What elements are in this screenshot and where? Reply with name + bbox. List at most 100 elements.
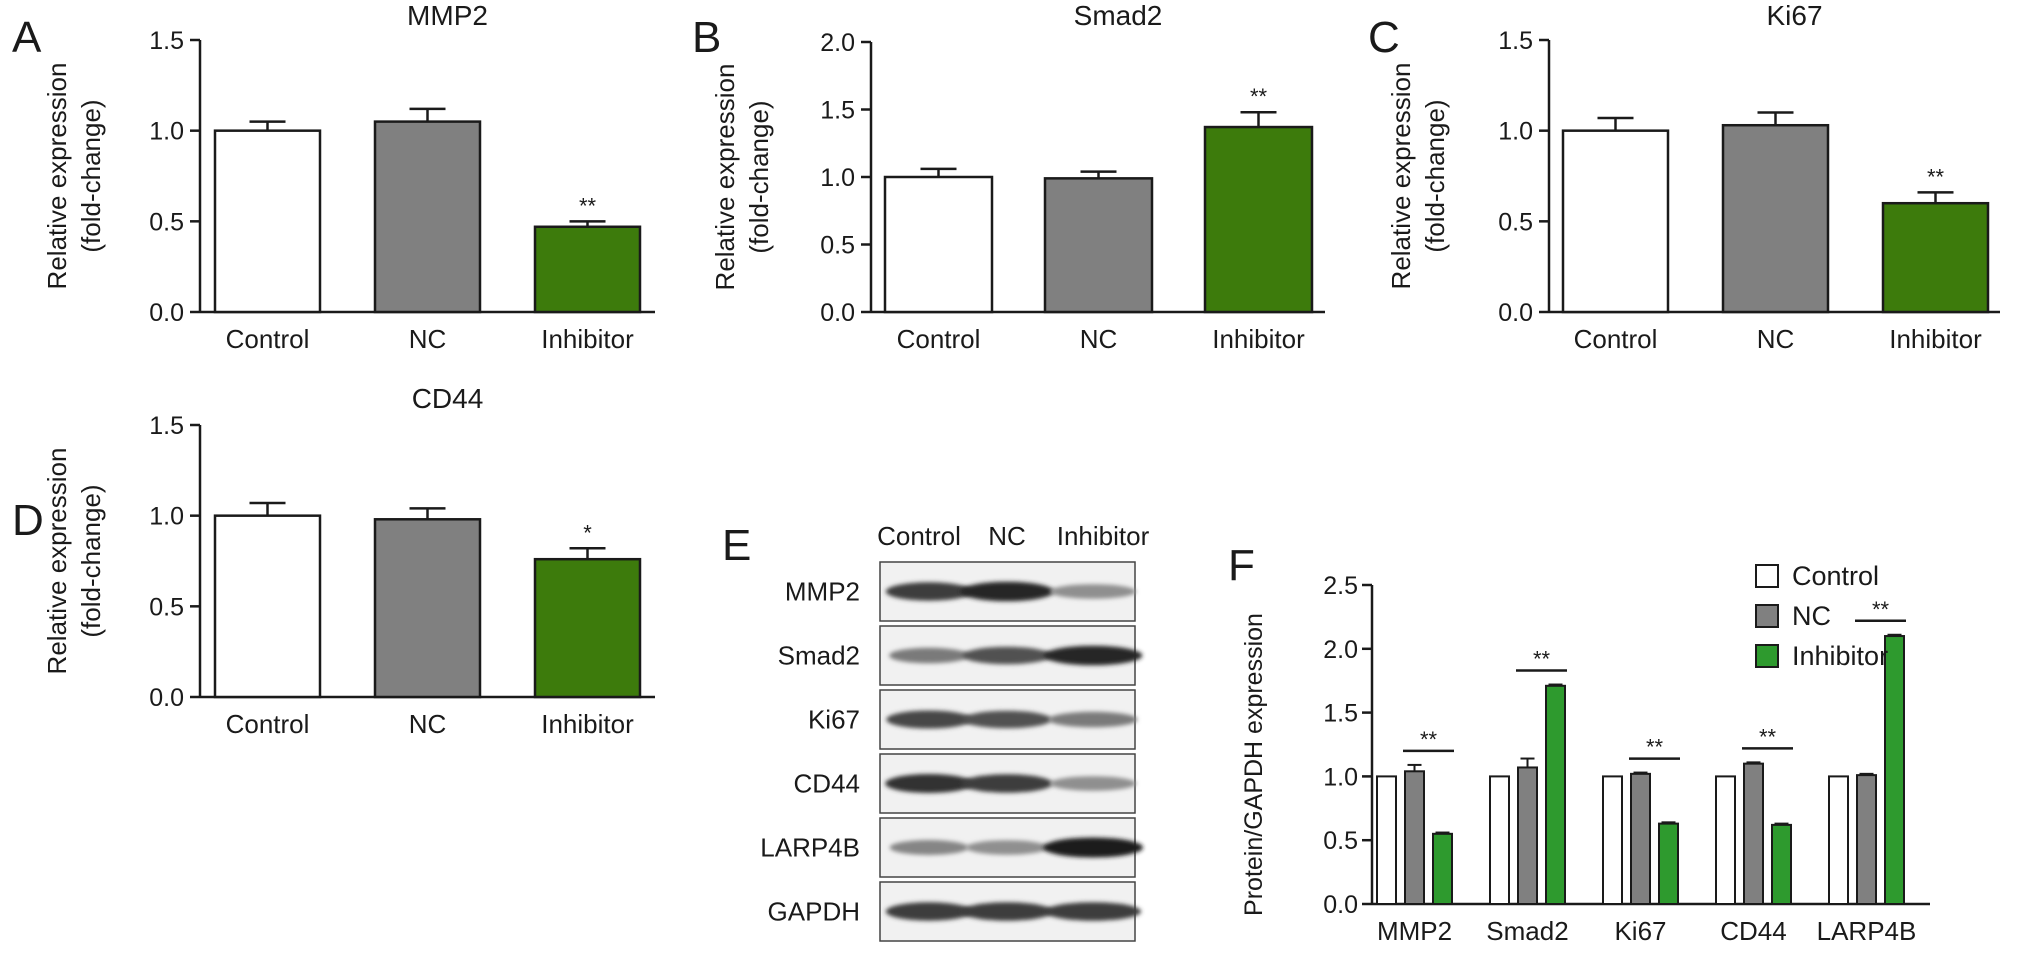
x-tick-label: Control <box>226 324 310 354</box>
y-tick-label: 1.5 <box>1498 27 1533 55</box>
x-tick-label: Inhibitor <box>541 324 634 354</box>
blot-band <box>961 774 1053 793</box>
bar-nc <box>373 120 482 314</box>
significance-marker: ** <box>1646 735 1664 760</box>
bar-nc <box>373 518 482 699</box>
x-tick-label: Control <box>1574 324 1658 354</box>
blot-column-label: Control <box>877 521 961 551</box>
y-tick-label: 1.0 <box>149 503 184 531</box>
panel-label-A: A <box>12 13 42 62</box>
chart-title: MMP2 <box>407 0 488 31</box>
chart-title: Ki67 <box>1766 0 1822 31</box>
bar-inhibitor-cd44 <box>1771 823 1792 905</box>
blot-row-label: GAPDH <box>768 897 860 927</box>
blot-band <box>885 902 973 921</box>
y-tick-label: 0.5 <box>149 208 184 236</box>
y-tick-label: 0.5 <box>149 593 184 621</box>
bar-nc <box>1721 123 1830 314</box>
bar-control-cd44 <box>1715 775 1736 906</box>
y-axis-label: (fold-change) <box>1420 99 1450 252</box>
x-tick-label: LARP4B <box>1817 916 1917 946</box>
x-tick-label: Control <box>897 324 981 354</box>
blot-band <box>1043 645 1143 666</box>
y-axis-label: (fold-change) <box>744 100 774 253</box>
bar-control <box>213 129 322 314</box>
bar-control-ki67 <box>1602 775 1623 906</box>
x-tick-label: Control <box>226 709 310 739</box>
y-tick-label: 2.0 <box>1323 636 1358 664</box>
bar-control-mmp2 <box>1376 775 1397 906</box>
legend-label: Inhibitor <box>1792 641 1888 671</box>
y-tick-label: 0.5 <box>820 232 855 260</box>
y-tick-label: 2.0 <box>820 29 855 57</box>
x-tick-label: CD44 <box>1720 916 1786 946</box>
panel-label-C: C <box>1368 13 1400 62</box>
bar-nc-cd44 <box>1743 762 1764 906</box>
y-tick-label: 0.0 <box>149 684 184 712</box>
bar-nc-larp4b <box>1856 774 1877 906</box>
y-tick-label: 1.5 <box>149 412 184 440</box>
y-axis-label: (fold-change) <box>76 99 106 252</box>
bar-inhibitor <box>533 557 642 699</box>
significance-marker: ** <box>1872 597 1890 622</box>
y-tick-label: 0.5 <box>1498 208 1533 236</box>
panel-label-D: D <box>12 496 44 545</box>
panel-d-chart: CD44 Relative expression (fold-change) 0.0 0… <box>42 383 655 739</box>
bar-nc-ki67 <box>1630 772 1651 906</box>
y-axis-label: (fold-change) <box>76 484 106 637</box>
bar-control-larp4b <box>1828 775 1849 906</box>
blot-band <box>1048 711 1138 728</box>
panel-e-western-blot: Control NC Inhibitor MMP2 Smad2 Ki67 CD44 LARP4… <box>760 521 1150 942</box>
blot-band <box>1043 837 1143 858</box>
significance-marker: ** <box>1759 724 1777 749</box>
y-tick-label: 0.0 <box>1323 891 1358 919</box>
blot-band <box>962 710 1052 729</box>
x-tick-label: NC <box>1080 324 1118 354</box>
significance-marker: ** <box>1420 727 1438 752</box>
legend-label: NC <box>1792 601 1831 631</box>
panel-c-chart: Ki67 Relative expression (fold-change) 0.0 0… <box>1386 0 2000 354</box>
x-tick-label: Ki67 <box>1614 916 1666 946</box>
blot-band <box>1049 584 1137 599</box>
blot-row-label: MMP2 <box>785 577 860 607</box>
significance-marker: ** <box>579 193 597 218</box>
bar-nc-smad2 <box>1517 766 1538 906</box>
chart-title: Smad2 <box>1074 0 1163 31</box>
panel-f-chart: Protein/GAPDH expression 0.0 0.5 1.0 1.5 2.0 2… <box>1240 561 1930 946</box>
significance-marker: ** <box>1927 164 1945 189</box>
blot-row-label: CD44 <box>794 769 860 799</box>
y-tick-label: 2.5 <box>1323 572 1358 600</box>
blot-band <box>1049 776 1137 791</box>
blot-band <box>960 581 1054 602</box>
bar-inhibitor-mmp2 <box>1432 832 1453 906</box>
blot-row-label: LARP4B <box>760 833 860 863</box>
y-tick-label: 0.0 <box>149 299 184 327</box>
y-tick-label: 1.5 <box>820 97 855 125</box>
blot-row-label: Ki67 <box>808 705 860 735</box>
blot-band <box>886 710 972 729</box>
chart-title: CD44 <box>412 383 484 414</box>
bar-inhibitor <box>533 225 642 314</box>
bar-inhibitor-larp4b <box>1884 635 1905 905</box>
bar-control-smad2 <box>1489 775 1510 906</box>
legend-swatch-nc <box>1755 604 1779 628</box>
y-tick-label: 0.0 <box>820 299 855 327</box>
blot-band <box>1044 902 1142 921</box>
legend-swatch-control <box>1755 564 1779 588</box>
bar-inhibitor <box>1881 201 1990 314</box>
significance-marker: ** <box>1250 84 1268 109</box>
x-tick-label: NC <box>1757 324 1795 354</box>
y-tick-label: 1.0 <box>820 164 855 192</box>
bar-inhibitor-smad2 <box>1545 684 1566 906</box>
bar-nc <box>1043 177 1154 314</box>
legend-swatch-inhibitor <box>1755 644 1779 668</box>
significance-marker: * <box>583 520 592 545</box>
bar-control <box>883 175 994 314</box>
y-tick-label: 1.0 <box>149 118 184 146</box>
y-axis-label: Relative expression <box>42 448 72 675</box>
y-tick-label: 1.0 <box>1323 763 1358 791</box>
x-tick-label: MMP2 <box>1377 916 1452 946</box>
legend-label: Control <box>1792 561 1879 591</box>
y-tick-label: 1.5 <box>149 27 184 55</box>
panel-label-E: E <box>722 521 751 570</box>
